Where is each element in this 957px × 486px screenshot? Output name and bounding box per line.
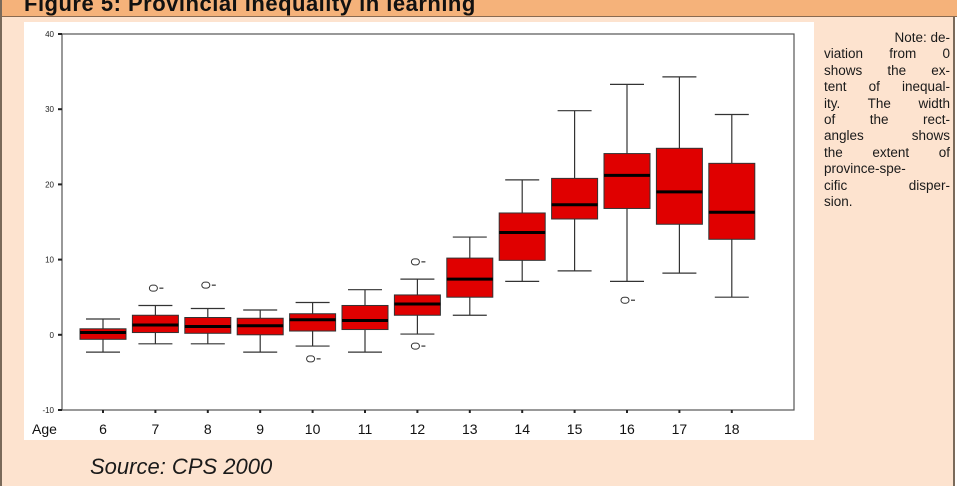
x-tick-label: 9: [256, 421, 264, 437]
x-tick-label: 16: [619, 421, 635, 437]
note-line: angles shows: [824, 128, 950, 144]
box-iqr: [655, 147, 703, 225]
box-iqr: [551, 177, 599, 220]
y-tick-label: 30: [45, 105, 54, 114]
y-tick-label: -10: [42, 406, 54, 415]
y-tick-label: 0: [50, 331, 55, 340]
x-tick-label: 13: [462, 421, 478, 437]
outlier-point: [148, 284, 158, 292]
outlier-point: [201, 281, 211, 289]
y-tick-label: 40: [45, 30, 54, 39]
outlier-point: [410, 342, 420, 350]
title-band: Figure 5: Provincial inequality in learn…: [2, 0, 957, 17]
y-tick-label: 20: [45, 180, 54, 189]
box-iqr: [289, 313, 337, 332]
x-axis-label: Age: [32, 421, 57, 437]
x-tick-label: 14: [514, 421, 530, 437]
boxplot-chart: -10 0 10 20 30 40 Age 6 7 8 9 10 11 12 13 14 15 16 17 18: [32, 30, 795, 437]
x-tick-label: 15: [567, 421, 583, 437]
x-tick-label: 7: [152, 421, 160, 437]
box-iqr: [341, 304, 389, 331]
chart-note: Note: de-viation from 0 shows the ex-tent…: [824, 30, 950, 210]
y-tick-label: 10: [45, 256, 54, 265]
box-iqr: [446, 257, 494, 298]
outlier-point: [620, 296, 630, 304]
x-tick-label: 10: [305, 421, 321, 437]
plot-frame: [61, 33, 795, 411]
source-caption: Source: CPS 2000: [90, 454, 273, 479]
x-tick-label: 11: [358, 421, 373, 437]
outlier-point: [410, 258, 420, 266]
box-iqr: [79, 328, 127, 340]
outlier-point: [306, 355, 316, 363]
box-iqr: [603, 153, 651, 209]
figure-title: Figure 5: Provincial inequality in learn…: [24, 0, 476, 16]
box-iqr: [708, 162, 756, 240]
note-line: shows the ex-: [824, 62, 950, 78]
x-tick-label: 8: [204, 421, 212, 437]
x-tick-label: 18: [724, 421, 740, 437]
note-line: ity. The width: [824, 95, 950, 111]
note-line: of the rect-: [824, 112, 950, 128]
note-line: cific disper-: [824, 177, 950, 193]
note-line: the extent of: [824, 144, 950, 160]
x-tick-label: 6: [99, 421, 107, 437]
chart-area: -10 0 10 20 30 40 Age 6 7 8 9 10 11 12 13 14 15 16 17 18: [24, 22, 814, 440]
box-iqr: [498, 212, 546, 261]
note-line: province-spe-: [824, 161, 906, 177]
note-line: Note: de-: [894, 30, 950, 45]
note-line: tent of inequal-: [824, 79, 950, 95]
note-line: sion.: [824, 194, 853, 210]
x-tick-label: 12: [410, 421, 426, 437]
x-tick-label: 17: [672, 421, 688, 437]
note-line: viation from 0: [824, 46, 950, 62]
